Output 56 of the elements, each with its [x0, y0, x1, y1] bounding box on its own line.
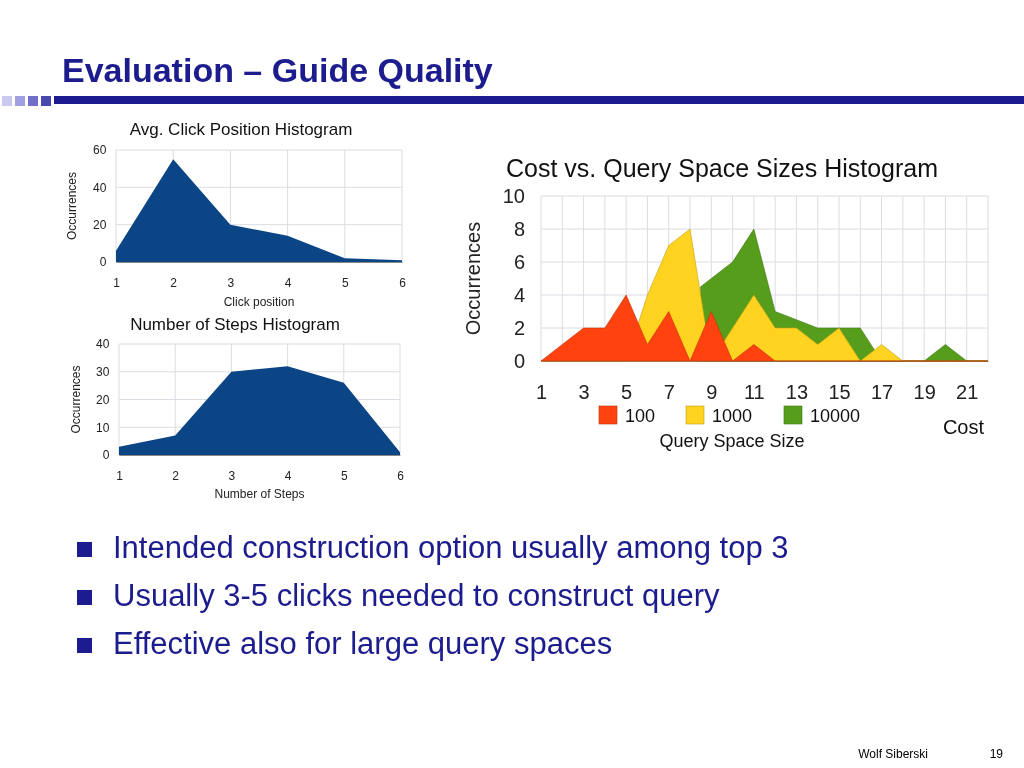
y-tick-label: 60 — [93, 143, 107, 158]
chart-title: Number of Steps Histogram — [130, 315, 340, 334]
y-axis-title: Occurrences — [65, 171, 79, 241]
legend-label: 1000 — [712, 406, 753, 426]
y-tick-label: 30 — [96, 365, 110, 380]
text: Effective also for large query spaces — [113, 626, 613, 661]
y-tick-label: 10 — [96, 420, 110, 435]
x-tick-label: 13 — [785, 381, 809, 404]
y-tick-label: 20 — [96, 392, 110, 407]
x-tick-label: 1 — [116, 468, 124, 483]
x-tick-label: 4 — [284, 275, 292, 290]
x-tick-label: 6 — [399, 275, 407, 290]
y-tick-label: 20 — [93, 218, 107, 233]
x-tick-label: 9 — [706, 381, 718, 404]
x-tick-label: 5 — [340, 468, 348, 483]
x-tick-label: 2 — [170, 275, 178, 290]
x-tick-label: 15 — [828, 381, 851, 404]
x-tick-label: 6 — [397, 468, 405, 483]
x-tick-label: 5 — [621, 381, 633, 404]
x-tick-label: 1 — [113, 275, 121, 290]
x-tick-label: 21 — [956, 381, 979, 404]
chart-title: Avg. Click Position Histogram — [129, 120, 353, 139]
text: Wolf Siberski — [858, 747, 928, 761]
text: Usually 3-5 clicks needed to construct query — [113, 578, 721, 613]
legend-label: 10000 — [810, 406, 861, 426]
y-tick-label: 0 — [102, 448, 110, 463]
y-tick-label: 0 — [513, 349, 525, 372]
legend-title: Query Space Size — [659, 431, 805, 451]
x-tick-label: 19 — [913, 381, 936, 404]
x-axis-title: Cost — [942, 416, 985, 438]
x-tick-label: 3 — [578, 381, 590, 404]
y-axis-title: Occurrences — [69, 365, 83, 434]
text: 19 — [989, 747, 1004, 761]
chart-title: Cost vs. Query Space Sizes Histogram — [505, 154, 939, 182]
x-tick-label: 2 — [172, 468, 180, 483]
y-tick-label: 6 — [513, 250, 525, 273]
text: Intended construction option usually among top 3 — [113, 530, 789, 565]
x-tick-label: 1 — [535, 381, 548, 404]
x-axis-title: Number of Steps — [214, 487, 305, 501]
y-tick-label: 40 — [93, 180, 107, 195]
y-axis-title: Occurrences — [462, 221, 484, 336]
x-tick-label: 11 — [743, 381, 765, 404]
x-tick-label: 4 — [284, 468, 292, 483]
y-tick-label: 10 — [502, 184, 525, 207]
x-tick-label: 7 — [663, 381, 675, 404]
y-tick-label: 8 — [513, 217, 525, 240]
x-tick-label: 17 — [870, 381, 894, 404]
x-tick-label: 3 — [227, 275, 235, 290]
x-tick-label: 5 — [341, 275, 349, 290]
x-tick-label: 3 — [228, 468, 236, 483]
text: Evaluation – Guide Quality — [62, 51, 493, 89]
y-tick-label: 40 — [96, 337, 110, 352]
legend-label: 100 — [625, 406, 656, 426]
y-tick-label: 0 — [99, 255, 107, 270]
x-axis-title: Click position — [223, 295, 295, 309]
y-tick-label: 2 — [513, 316, 525, 339]
